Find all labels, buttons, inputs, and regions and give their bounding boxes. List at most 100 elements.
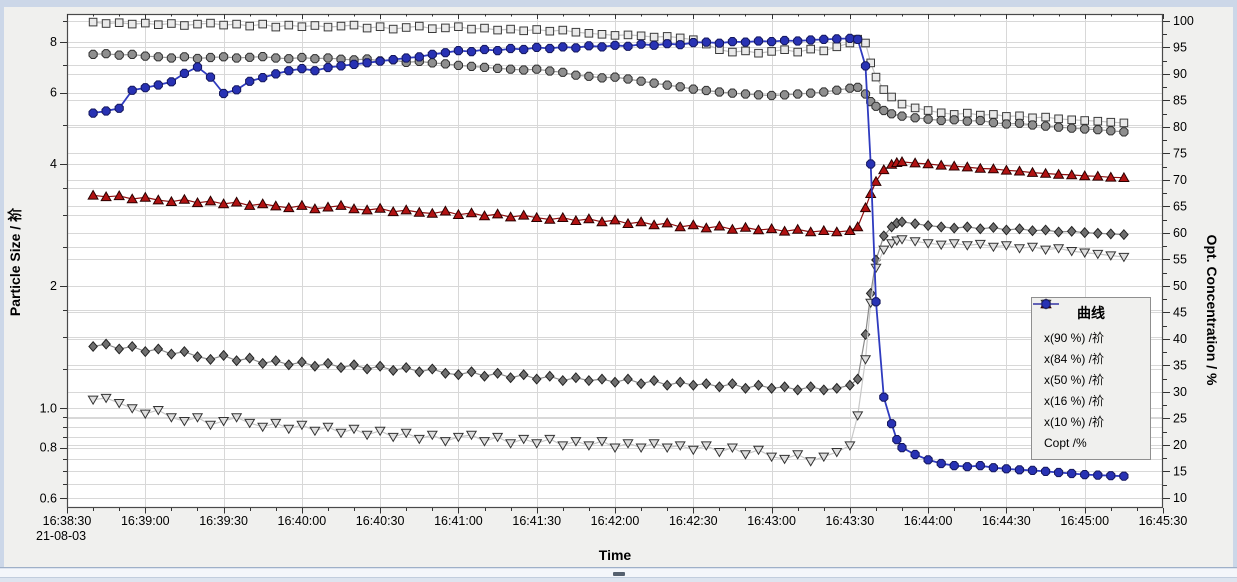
marker-square bbox=[127, 19, 137, 29]
marker-diamond bbox=[910, 218, 920, 230]
marker-square bbox=[467, 24, 476, 34]
marker-triangle-up bbox=[491, 208, 504, 219]
marker-square bbox=[271, 22, 281, 32]
marker-triangle-down bbox=[1079, 248, 1091, 258]
marker-octagon bbox=[597, 73, 607, 83]
marker-octagon bbox=[845, 83, 855, 93]
marker-triangle-down bbox=[374, 426, 386, 437]
marker-diamond bbox=[101, 338, 111, 350]
marker-diamond bbox=[127, 340, 138, 353]
marker-diamond bbox=[323, 357, 333, 369]
marker-square bbox=[88, 17, 98, 27]
marker-diamond bbox=[518, 369, 529, 381]
marker-diamond bbox=[388, 364, 399, 376]
marker-octagon bbox=[623, 41, 633, 51]
marker-octagon bbox=[1041, 121, 1051, 131]
marker-triangle-up bbox=[504, 211, 517, 222]
y-left-tick-label: 6 bbox=[50, 86, 57, 100]
marker-diamond bbox=[1027, 225, 1038, 237]
marker-triangle-down bbox=[831, 448, 843, 458]
marker-square bbox=[832, 42, 842, 52]
x-tick-label: 16:43:00 bbox=[747, 514, 796, 528]
marker-octagon bbox=[887, 109, 897, 119]
marker-diamond bbox=[1014, 223, 1025, 235]
series-x50 bbox=[87, 155, 1130, 237]
marker-square bbox=[1080, 116, 1090, 125]
y-right-tick-label: 20 bbox=[1173, 438, 1187, 452]
marker-triangle-up bbox=[152, 194, 165, 205]
marker-triangle-down bbox=[609, 443, 621, 453]
marker-triangle-down bbox=[739, 450, 752, 460]
marker-triangle-up bbox=[465, 207, 478, 218]
marker-diamond bbox=[845, 379, 855, 391]
marker-diamond bbox=[479, 370, 490, 382]
marker-triangle-down bbox=[779, 454, 791, 465]
marker-triangle-down bbox=[100, 393, 112, 404]
marker-diamond bbox=[544, 370, 555, 382]
marker-triangle-down bbox=[1105, 251, 1117, 261]
marker-square bbox=[741, 46, 750, 56]
marker-square bbox=[819, 46, 829, 56]
marker-diamond bbox=[753, 379, 764, 391]
marker-square bbox=[415, 21, 424, 31]
marker-triangle-down bbox=[361, 430, 373, 441]
marker-octagon bbox=[701, 37, 711, 47]
x-tick-label: 16:38:30 bbox=[43, 514, 92, 528]
marker-octagon bbox=[101, 49, 111, 59]
marker-diamond bbox=[153, 343, 164, 355]
legend-entry-x84: x(84 %) /祄 bbox=[1032, 299, 1150, 369]
marker-triangle-down bbox=[439, 437, 451, 447]
marker-diamond bbox=[1066, 225, 1077, 237]
marker-triangle-up bbox=[517, 209, 530, 220]
marker-triangle-down bbox=[713, 448, 725, 458]
y-right-tick-label: 15 bbox=[1173, 464, 1187, 478]
marker-triangle-down bbox=[113, 399, 125, 409]
marker-octagon bbox=[819, 34, 829, 44]
marker-square bbox=[232, 19, 241, 29]
marker-triangle-down bbox=[792, 450, 804, 460]
y-right-tick-label: 65 bbox=[1173, 199, 1187, 213]
series-x84 bbox=[88, 49, 1129, 137]
marker-diamond bbox=[466, 366, 477, 378]
marker-octagon bbox=[571, 43, 581, 53]
marker-triangle-up bbox=[256, 198, 269, 209]
marker-octagon bbox=[545, 43, 555, 54]
marker-octagon bbox=[245, 76, 255, 86]
marker-octagon bbox=[1027, 465, 1038, 475]
marker-triangle-down bbox=[878, 245, 890, 256]
x-tick-label: 16:39:30 bbox=[199, 514, 248, 528]
splitter-handle[interactable] bbox=[613, 572, 625, 576]
marker-triangle-up bbox=[596, 216, 608, 227]
marker-triangle-up bbox=[674, 221, 686, 232]
marker-octagon bbox=[271, 69, 281, 79]
marker-octagon bbox=[860, 89, 871, 99]
marker-triangle-up bbox=[870, 175, 882, 186]
marker-triangle-up bbox=[139, 191, 152, 202]
marker-triangle-up bbox=[752, 224, 765, 235]
marker-diamond bbox=[440, 367, 451, 379]
marker-diamond bbox=[865, 287, 876, 299]
marker-diamond bbox=[336, 362, 346, 374]
marker-diamond bbox=[179, 346, 190, 358]
marker-octagon bbox=[349, 59, 359, 69]
marker-octagon bbox=[323, 53, 333, 63]
y-right-tick-label: 10 bbox=[1173, 491, 1187, 505]
marker-diamond bbox=[88, 340, 98, 353]
y-left-tick-label: 0.8 bbox=[40, 441, 57, 455]
marker-diamond bbox=[779, 381, 790, 393]
marker-triangle-down bbox=[596, 437, 608, 447]
marker-triangle-down bbox=[465, 430, 478, 441]
marker-triangle-up bbox=[270, 200, 282, 211]
marker-triangle-up bbox=[864, 187, 877, 198]
marker-diamond bbox=[349, 359, 359, 371]
marker-triangle-down bbox=[400, 428, 412, 439]
marker-octagon bbox=[101, 106, 111, 116]
marker-diamond bbox=[792, 384, 803, 396]
bottom-divider bbox=[0, 567, 1237, 582]
marker-diamond bbox=[766, 382, 777, 394]
y-right-tick-label: 70 bbox=[1173, 173, 1187, 187]
legend-label: x(50 %) /祄 bbox=[1044, 373, 1105, 387]
marker-octagon bbox=[649, 78, 659, 88]
marker-octagon bbox=[975, 115, 985, 126]
marker-diamond bbox=[427, 363, 438, 375]
